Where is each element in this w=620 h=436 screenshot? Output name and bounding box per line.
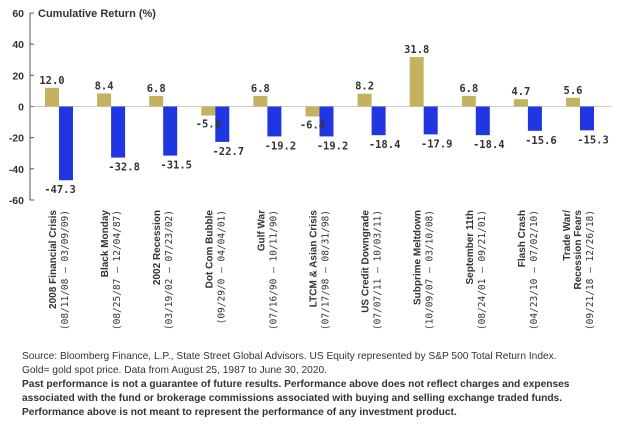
category-dates: (07/16/90 — 10/11/90) xyxy=(268,210,279,330)
gold-data-label: 12.0 xyxy=(39,75,64,87)
category-dates: (08/25/87 — 12/04/87) xyxy=(112,210,123,330)
equity-data-label: -17.9 xyxy=(421,138,453,150)
equity-data-label: -31.5 xyxy=(160,160,192,172)
category-dates: (08/11/08 — 03/09/09) xyxy=(60,210,71,330)
gold-data-label: -6.4 xyxy=(300,119,325,131)
category-name: 2002 Recession xyxy=(152,210,163,285)
gold-bar xyxy=(253,95,268,107)
y-tick-label: -60 xyxy=(9,195,24,207)
category-name: September 11th xyxy=(465,210,476,284)
x-axis-labels: 2008 Financial Crisis (08/11/08 — 03/09/0… xyxy=(48,210,596,331)
equity-bar xyxy=(319,106,334,137)
gold-data-label: 4.7 xyxy=(511,86,530,98)
equity-bar xyxy=(580,106,594,131)
equity-data-label: -15.6 xyxy=(525,135,557,147)
data-labels: 12.0 -47.3 8.4 -32.8 6.8 -31.5 -5.8 -22.7 6.8 -19… xyxy=(39,44,608,196)
equity-data-label: -47.3 xyxy=(44,184,76,196)
gold-bar xyxy=(357,93,372,107)
footer: Source: Bloomberg Finance, L.P., State S… xyxy=(22,350,612,420)
equity-bar xyxy=(371,106,386,136)
equity-data-label: -15.3 xyxy=(577,134,609,146)
equity-bar xyxy=(527,106,542,131)
gold-data-label: 6.8 xyxy=(147,83,166,95)
category-label-group: Flash Crash (04/23/10 — 07/02/10) xyxy=(517,210,540,330)
gold-data-label: -5.8 xyxy=(196,119,221,131)
category-name: Subprime Meltdown xyxy=(413,210,424,305)
category-dates: (09/21/18 — 12/26/18) xyxy=(585,210,596,330)
equity-bar xyxy=(111,106,126,158)
category-dates: (04/23/10 — 07/02/10) xyxy=(529,210,540,330)
category-dates: (03/19/02 — 07/23/02) xyxy=(164,210,175,330)
chart-title: Cumulative Return (%) xyxy=(38,8,156,20)
equity-bar xyxy=(267,106,282,137)
gold-bar xyxy=(45,87,59,107)
category-name: Flash Crash xyxy=(517,210,528,267)
equity-bar xyxy=(423,106,438,135)
gold-bar xyxy=(97,93,112,107)
gold-bar xyxy=(461,95,476,107)
gold-bar xyxy=(566,97,580,107)
gold-data-label: 31.8 xyxy=(404,44,429,56)
category-name: LTCM & Asian Crisis xyxy=(309,210,320,308)
category-dates: (07/07/11 — 10/03/11) xyxy=(373,210,384,330)
gold-bar xyxy=(513,99,528,107)
equity-data-label: -19.2 xyxy=(265,140,297,152)
category-name: Dot Com Bubble xyxy=(204,210,215,289)
equity-data-label: -18.4 xyxy=(473,139,505,151)
y-tick-label: 40 xyxy=(12,39,24,51)
gold-data-label: 6.8 xyxy=(459,83,478,95)
gold-data-label: 6.8 xyxy=(251,83,270,95)
equity-data-label: -22.7 xyxy=(212,146,244,158)
category-name: Trade War/ xyxy=(562,210,573,261)
category-label-group: 2002 Recession (03/19/02 — 07/23/02) xyxy=(152,210,175,330)
category-label-group: Dot Com Bubble (09/29/0 — 04/04/01) xyxy=(204,210,227,325)
category-label-group: Black Monday (08/25/87 — 12/04/87) xyxy=(100,210,123,331)
gold-bar xyxy=(409,56,424,107)
disclaimer-line2: associated with the fund or brokerage co… xyxy=(22,393,563,404)
bars xyxy=(45,56,594,181)
category-name: Black Monday xyxy=(100,210,111,278)
category-name: US Credit Downgrade xyxy=(361,210,372,313)
disclaimer-line3: Performance above is not meant to repres… xyxy=(22,407,457,418)
category-dates: (07/17/98 — 08/31/98) xyxy=(321,210,332,330)
category-dates: (10/09/07 — 03/10/08) xyxy=(425,210,436,330)
category-name: 2008 Financial Crisis xyxy=(48,210,59,309)
y-tick-label: 60 xyxy=(12,8,24,20)
equity-bar xyxy=(163,106,178,156)
category-label-group: Gulf War (07/16/90 — 10/11/90) xyxy=(256,210,279,330)
gold-data-label: 8.4 xyxy=(95,80,114,92)
gold-bar xyxy=(149,95,164,107)
equity-bar xyxy=(475,106,490,136)
category-label-group: LTCM & Asian Crisis (07/17/98 — 08/31/98) xyxy=(309,210,332,331)
equity-data-label: -19.2 xyxy=(317,140,349,152)
gold-data-label: 8.2 xyxy=(355,81,374,93)
source-note-line2: Gold= gold spot price. Data from August … xyxy=(22,365,327,376)
category-label-group: Subprime Meltdown (10/09/07 — 03/10/08) xyxy=(413,210,436,330)
equity-data-label: -18.4 xyxy=(369,139,401,151)
category-label-group: US Credit Downgrade (07/07/11 — 10/03/11) xyxy=(361,210,384,331)
gold-data-label: 5.6 xyxy=(564,85,583,97)
source-note-line1: Source: Bloomberg Finance, L.P., State S… xyxy=(22,351,557,362)
equity-data-label: -32.8 xyxy=(108,162,140,174)
category-dates: (08/24/01 — 09/21/01) xyxy=(477,210,488,330)
category-name: Recession Fears xyxy=(573,210,584,290)
equity-bar xyxy=(59,106,73,181)
y-tick-label: -40 xyxy=(9,164,24,176)
gold-bar xyxy=(305,106,320,117)
gold-bar xyxy=(201,106,216,116)
y-tick-label: -20 xyxy=(9,133,24,145)
category-label-group: Trade War/Recession Fears (09/21/18 — 12/… xyxy=(562,210,596,331)
category-label-group: September 11th (08/24/01 — 09/21/01) xyxy=(465,210,488,330)
category-label-group: 2008 Financial Crisis (08/11/08 — 03/09/0… xyxy=(48,210,71,331)
cumulative-return-chart: Cumulative Return (%) 60 40 20 0 -20 -40 -60 1… xyxy=(9,8,612,331)
category-dates: (09/29/0 — 04/04/01) xyxy=(216,210,227,324)
equity-bar xyxy=(215,106,230,142)
category-name: Gulf War xyxy=(256,210,267,251)
y-tick-label: 0 xyxy=(18,102,24,114)
disclaimer-line1: Past performance is not a guarantee of f… xyxy=(22,379,570,390)
y-tick-label: 20 xyxy=(12,70,24,82)
